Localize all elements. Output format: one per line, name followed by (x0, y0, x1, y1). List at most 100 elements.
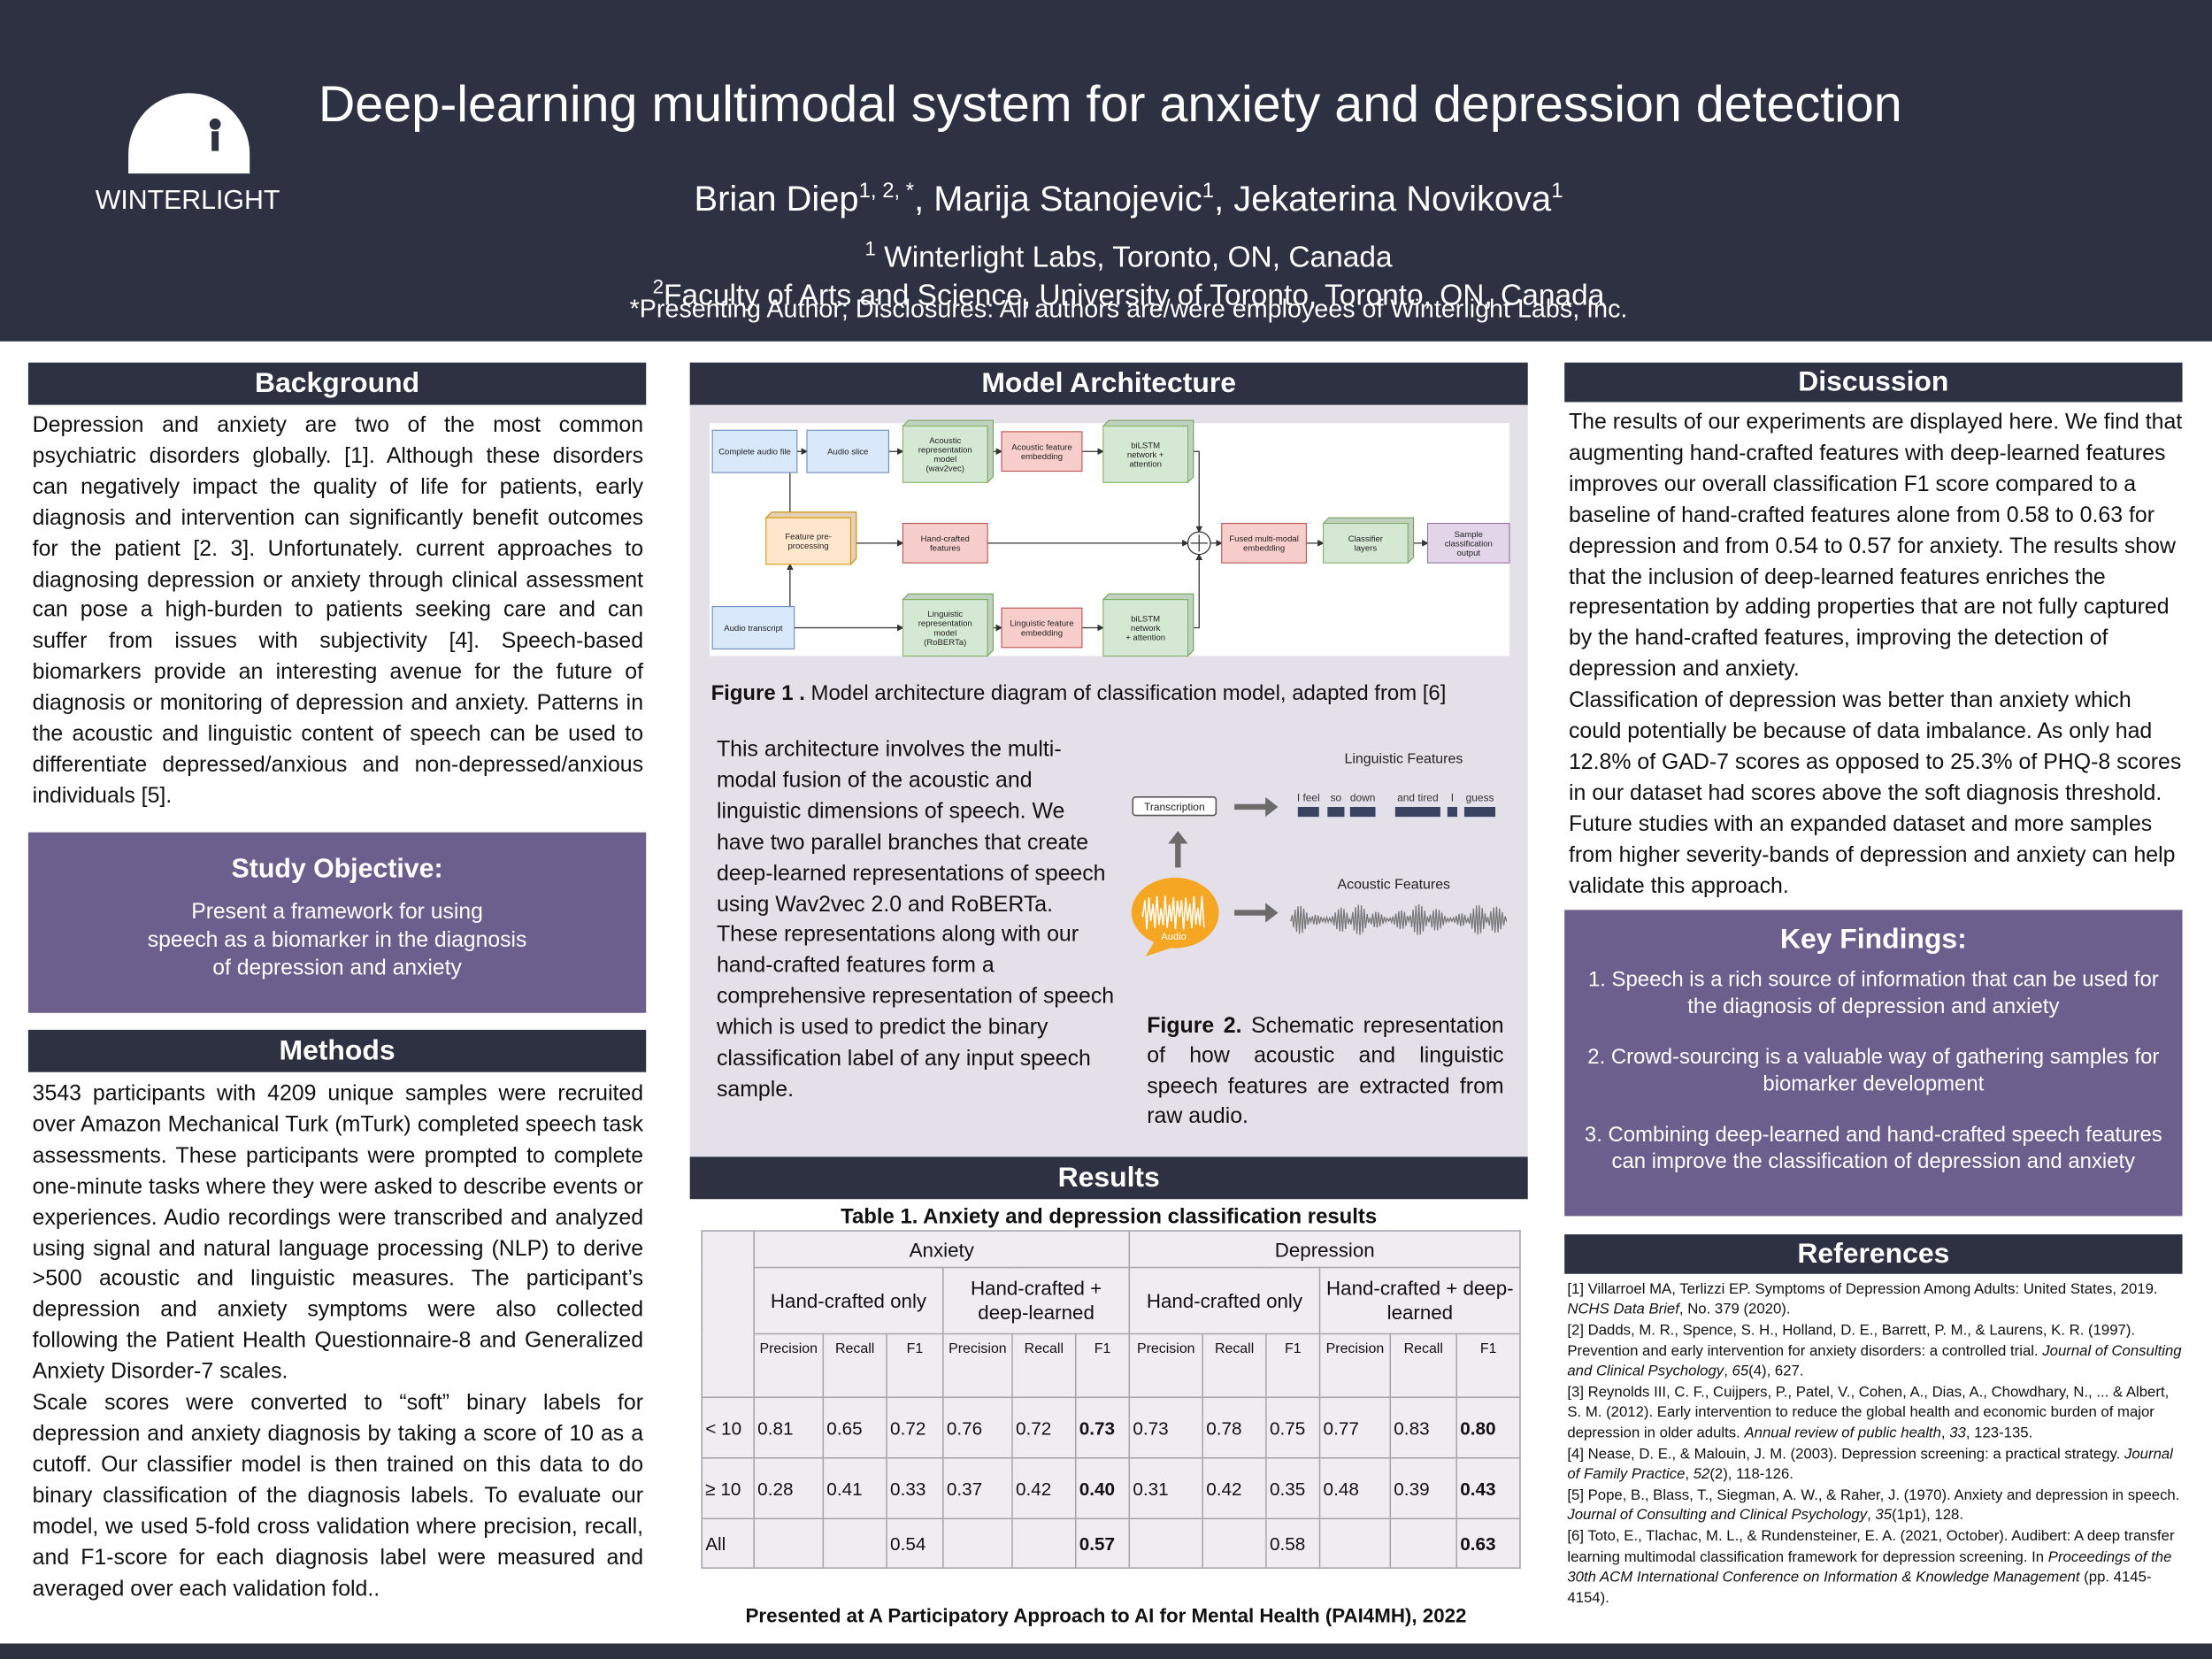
table-cell (1318, 1517, 1392, 1569)
metric-header: F1 (1265, 1333, 1321, 1399)
table-cell: 0.43 (1455, 1457, 1521, 1520)
section-heading: References (1564, 1234, 2183, 1274)
objective-line: speech as a biomarker in the diagnosis (147, 928, 527, 953)
table-cell: 0.83 (1389, 1396, 1458, 1459)
methods-text: 3543 participants with 4209 unique sampl… (33, 1079, 643, 1605)
table-cell: 0.65 (822, 1396, 887, 1459)
reference-part: , 123-135. (1965, 1425, 2033, 1442)
table-row: < 10 0.81 0.65 0.72 0.76 0.72 0.73 0.73 0.78 0.75… (701, 1396, 1521, 1459)
table-row: Precision Recall F1 Precision Recall F1 Precis… (702, 1333, 1521, 1399)
footer-note: Presented at A Participatory Approach to… (745, 1603, 1467, 1627)
section-heading: Methods (27, 1029, 647, 1072)
reference-part: Proceedings of the 30th ACM Internationa… (1567, 1548, 2172, 1586)
table-title: Table 1. Anxiety and depression classifi… (841, 1204, 1378, 1229)
table-cell: 0.42 (1202, 1457, 1267, 1520)
reference-part: 65 (1732, 1363, 1749, 1380)
reference-part: [3] Reynolds III, C. F., Cuijpers, P., P… (1567, 1384, 2170, 1442)
reference: [4] Nease, D. E., & Malouin, J. M. (2003… (1567, 1444, 2182, 1485)
table-cell: 0.73 (1128, 1396, 1204, 1459)
table-cell: 0.33 (886, 1457, 944, 1520)
reference-part: 35 (1875, 1507, 1893, 1525)
author-affiliation-mark: 1 (1551, 179, 1563, 204)
table-cell (1128, 1517, 1204, 1569)
row-label: All (701, 1517, 755, 1569)
table-cell: 0.41 (822, 1457, 887, 1520)
key-finding: 2. Crowd-sourcing is a valuable way of g… (1587, 1045, 2160, 1096)
table-cell (822, 1517, 887, 1569)
paragraph: This architecture involves the multi-mod… (716, 737, 1106, 917)
table-cell: 0.37 (942, 1457, 1013, 1520)
table-cell: 0.63 (1455, 1517, 1521, 1569)
author-name: Marija Stanojevic (933, 180, 1202, 219)
table-cell (1011, 1517, 1077, 1569)
table-cell: 0.39 (1389, 1457, 1458, 1520)
reference-part: [6] Toto, E., Tlachac, M. L., & Rundenst… (1567, 1528, 2175, 1566)
key-finding: 3. Combining deep-learned and hand-craft… (1584, 1123, 2162, 1173)
reference-part: [2] Dadds, M. R., Spence, S. H., Holland… (1567, 1322, 2136, 1360)
disclosure: *Presenting Author; Disclosures: All aut… (629, 295, 1628, 324)
figure2-caption: Figure 2. Schematic representation of ho… (1147, 1011, 1503, 1132)
table-cell: 0.81 (753, 1396, 825, 1459)
reference-part: [4] Nease, D. E., & Malouin, J. M. (2003… (1567, 1445, 2124, 1463)
title: Deep-learning multimodal system for anxi… (318, 74, 1902, 133)
affiliation-text: Winterlight Labs, Toronto, ON, Canada (875, 241, 1393, 274)
affiliation-mark: 2 (652, 274, 664, 298)
section-heading: Background (27, 362, 647, 405)
reference-part: 33 (1949, 1425, 1966, 1442)
table-cell: 0.80 (1455, 1396, 1521, 1459)
subgroup-header: Hand-crafted + deep-learned (942, 1266, 1131, 1335)
authors: Brian Diep1, 2, *, Marija Stanojevic1, J… (282, 179, 1975, 220)
objective-line: Present a framework for using (191, 900, 483, 925)
affiliation: 2Faculty of Arts and Science, University… (282, 273, 1975, 311)
figure1-box (709, 423, 1509, 657)
reference-part: Journal of Consulting and Clinical Psych… (1567, 1507, 1868, 1525)
figure-label: Figure 1 . (710, 681, 805, 706)
reference-part: , (1867, 1507, 1876, 1525)
reference: [2] Dadds, M. R., Spence, S. H., Holland… (1567, 1321, 2182, 1382)
table-cell (1389, 1517, 1458, 1569)
metric-header: F1 (886, 1333, 944, 1399)
table-cell: 0.28 (753, 1457, 825, 1520)
author-affiliation-mark: 1 (1202, 179, 1215, 204)
header-band (0, 0, 2212, 342)
paragraph: Classification of depression was better … (1568, 688, 2182, 898)
key-findings-heading: Key Findings: (1779, 924, 1967, 956)
table-cell: 0.57 (1074, 1517, 1131, 1569)
section-heading: Model Architecture (689, 362, 1528, 405)
reference-part: (1p1), 128. (1892, 1507, 1964, 1525)
table-cell (753, 1517, 825, 1569)
figure-label: Figure 2. (1147, 1014, 1242, 1039)
metric-header: Recall (1011, 1333, 1077, 1399)
author-separator: , (914, 180, 934, 219)
table-row: Anxiety Depression (701, 1230, 1521, 1399)
table-corner (701, 1230, 755, 1399)
author-name: Brian Diep (694, 180, 859, 219)
author-separator: , (1214, 180, 1234, 219)
paragraph: The results of our experiments are displ… (1568, 410, 2183, 682)
author-affiliation-mark: 1, 2, * (858, 179, 915, 204)
table-cell: 0.76 (942, 1396, 1013, 1459)
table-cell: 0.73 (1074, 1396, 1131, 1459)
section-heading: Results (689, 1156, 1528, 1200)
metric-header: F1 (1074, 1333, 1131, 1399)
reference-part: NCHS Data Brief (1567, 1301, 1679, 1318)
caption-text: Schematic representation of how acoustic… (1147, 1014, 1504, 1129)
reference: [1] Villarroel MA, Terlizzi EP. Symptoms… (1567, 1279, 2182, 1320)
background-text: Depression and anxiety are two of the mo… (32, 413, 644, 809)
affiliation-text: Faculty of Arts and Science, University … (664, 279, 1605, 312)
reference-part: [1] Villarroel MA, Terlizzi EP. Symptoms… (1567, 1280, 2158, 1298)
table-cell (942, 1517, 1013, 1569)
table-cell: 0.72 (1011, 1396, 1077, 1459)
reference-part: (2), 118-126. (1709, 1465, 1793, 1483)
paragraph: 3543 participants with 4209 unique sampl… (32, 1081, 644, 1385)
reference: [6] Toto, E., Tlachac, M. L., & Rundenst… (1567, 1527, 2182, 1609)
metric-header: Precision (942, 1333, 1013, 1399)
table-cell: 0.78 (1202, 1396, 1267, 1459)
objective-heading: Study Objective: (231, 855, 443, 885)
table-cell: 0.48 (1318, 1457, 1392, 1520)
table-cell: 0.42 (1011, 1457, 1077, 1520)
table-cell: 0.77 (1318, 1396, 1392, 1459)
group-header: Depression (1128, 1230, 1521, 1269)
metric-header: Precision (1128, 1333, 1204, 1399)
row-label: ≥ 10 (701, 1457, 755, 1520)
